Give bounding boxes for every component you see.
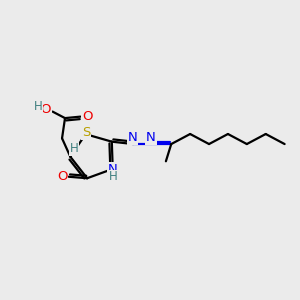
Text: N: N — [146, 131, 156, 144]
Text: H: H — [109, 170, 118, 183]
Text: N: N — [128, 131, 137, 144]
Text: H: H — [70, 142, 78, 155]
Text: O: O — [41, 103, 51, 116]
Text: O: O — [82, 110, 92, 122]
Text: H: H — [34, 100, 43, 113]
Text: S: S — [82, 126, 90, 139]
Text: O: O — [57, 169, 68, 183]
Text: N: N — [108, 163, 118, 176]
